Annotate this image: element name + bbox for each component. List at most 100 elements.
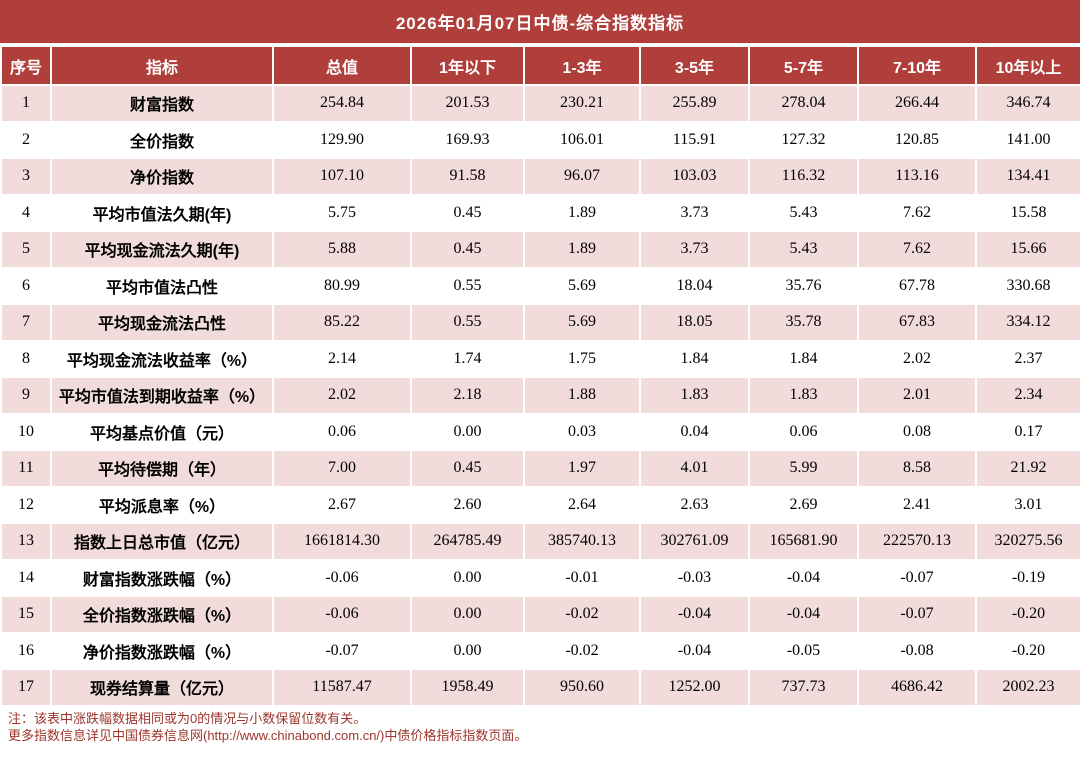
value-cell: 5.99 — [748, 449, 859, 488]
value-cell: 35.78 — [748, 303, 859, 342]
value-cell: 201.53 — [410, 84, 525, 123]
indicator-label: 财富指数 — [50, 84, 274, 123]
value-cell: 1.83 — [748, 376, 859, 415]
indicator-label: 净价指数涨跌幅（%） — [50, 631, 274, 670]
value-cell: 302761.09 — [639, 522, 750, 561]
value-cell: 2.02 — [272, 376, 412, 415]
row-index: 6 — [0, 266, 52, 305]
indicator-label: 平均市值法凸性 — [50, 266, 274, 305]
value-cell: 2.34 — [975, 376, 1080, 415]
value-cell: 5.69 — [523, 266, 641, 305]
value-cell: 2.01 — [857, 376, 977, 415]
value-cell: 4686.42 — [857, 668, 977, 707]
indicator-label: 财富指数涨跌幅（%） — [50, 558, 274, 597]
indicator-label: 平均待偿期（年） — [50, 449, 274, 488]
value-cell: -0.03 — [639, 558, 750, 597]
value-cell: 67.78 — [857, 266, 977, 305]
table-row: 10 平均基点价值（元） 0.06 0.00 0.03 0.04 0.06 0.08 0.17 — [0, 412, 1080, 451]
table-row: 15 全价指数涨跌幅（%） -0.06 0.00 -0.02 -0.04 -0.04 -0.0… — [0, 595, 1080, 634]
value-cell: -0.02 — [523, 631, 641, 670]
value-cell: 2.63 — [639, 485, 750, 524]
value-cell: -0.07 — [272, 631, 412, 670]
row-index: 11 — [0, 449, 52, 488]
value-cell: 737.73 — [748, 668, 859, 707]
value-cell: 1.75 — [523, 339, 641, 378]
value-cell: 8.58 — [857, 449, 977, 488]
indicator-label: 全价指数涨跌幅（%） — [50, 595, 274, 634]
row-index: 2 — [0, 120, 52, 159]
column-header: 序号 — [0, 45, 52, 86]
value-cell: 5.88 — [272, 230, 412, 269]
table-row: 4 平均市值法久期(年) 5.75 0.45 1.89 3.73 5.43 7.62 15.58 — [0, 193, 1080, 232]
value-cell: 2.69 — [748, 485, 859, 524]
table-row: 14 财富指数涨跌幅（%） -0.06 0.00 -0.01 -0.03 -0.04 -0.0… — [0, 558, 1080, 597]
value-cell: 2.14 — [272, 339, 412, 378]
value-cell: 0.00 — [410, 412, 525, 451]
column-header: 3-5年 — [639, 45, 750, 86]
value-cell: 0.55 — [410, 303, 525, 342]
table-header: 序号 指标 总值 1年以下 1-3年 3-5年 5-7年 7-10年 10年以上 — [0, 45, 1080, 86]
value-cell: 0.08 — [857, 412, 977, 451]
value-cell: 18.05 — [639, 303, 750, 342]
row-index: 15 — [0, 595, 52, 634]
value-cell: 0.17 — [975, 412, 1080, 451]
value-cell: 1.89 — [523, 230, 641, 269]
value-cell: 169.93 — [410, 120, 525, 159]
value-cell: 2.18 — [410, 376, 525, 415]
indicator-label: 平均基点价值（元） — [50, 412, 274, 451]
value-cell: 106.01 — [523, 120, 641, 159]
value-cell: 127.32 — [748, 120, 859, 159]
table-row: 8 平均现金流法收益率（%） 2.14 1.74 1.75 1.84 1.84 2.02 2.3… — [0, 339, 1080, 378]
value-cell: 230.21 — [523, 84, 641, 123]
value-cell: 254.84 — [272, 84, 412, 123]
indicator-label: 平均市值法久期(年) — [50, 193, 274, 232]
value-cell: -0.04 — [639, 631, 750, 670]
value-cell: 320275.56 — [975, 522, 1080, 561]
row-index: 7 — [0, 303, 52, 342]
value-cell: 2.37 — [975, 339, 1080, 378]
indicator-label: 平均现金流法收益率（%） — [50, 339, 274, 378]
footnote-source: 更多指数信息详见中国债券信息网(http://www.chinabond.com… — [8, 727, 528, 743]
value-cell: -0.07 — [857, 595, 977, 634]
row-index: 12 — [0, 485, 52, 524]
column-header: 1年以下 — [410, 45, 525, 86]
value-cell: 5.69 — [523, 303, 641, 342]
value-cell: 1958.49 — [410, 668, 525, 707]
table-row: 6 平均市值法凸性 80.99 0.55 5.69 18.04 35.76 67.78 330.… — [0, 266, 1080, 305]
value-cell: -0.20 — [975, 631, 1080, 670]
value-cell: 278.04 — [748, 84, 859, 123]
indicator-label: 平均现金流法凸性 — [50, 303, 274, 342]
value-cell: 0.04 — [639, 412, 750, 451]
value-cell: 3.73 — [639, 230, 750, 269]
value-cell: 255.89 — [639, 84, 750, 123]
value-cell: -0.19 — [975, 558, 1080, 597]
value-cell: 334.12 — [975, 303, 1080, 342]
value-cell: 266.44 — [857, 84, 977, 123]
indicator-label: 净价指数 — [50, 157, 274, 196]
table-row: 16 净价指数涨跌幅（%） -0.07 0.00 -0.02 -0.04 -0.05 -0.0… — [0, 631, 1080, 670]
value-cell: 0.00 — [410, 558, 525, 597]
value-cell: 5.75 — [272, 193, 412, 232]
value-cell: -0.01 — [523, 558, 641, 597]
indicator-label: 指数上日总市值（亿元） — [50, 522, 274, 561]
table-row: 3 净价指数 107.10 91.58 96.07 103.03 116.32 113.16 1… — [0, 157, 1080, 196]
value-cell: 1661814.30 — [272, 522, 412, 561]
value-cell: -0.06 — [272, 595, 412, 634]
value-cell: 0.55 — [410, 266, 525, 305]
value-cell: 7.62 — [857, 230, 977, 269]
value-cell: 2.67 — [272, 485, 412, 524]
value-cell: 222570.13 — [857, 522, 977, 561]
table-row: 9 平均市值法到期收益率（%） 2.02 2.18 1.88 1.83 1.83 2.01 2.… — [0, 376, 1080, 415]
value-cell: 165681.90 — [748, 522, 859, 561]
indicator-label: 现券结算量（亿元） — [50, 668, 274, 707]
value-cell: 1.83 — [639, 376, 750, 415]
value-cell: 1.97 — [523, 449, 641, 488]
row-index: 3 — [0, 157, 52, 196]
value-cell: 1.74 — [410, 339, 525, 378]
row-index: 16 — [0, 631, 52, 670]
value-cell: 96.07 — [523, 157, 641, 196]
value-cell: 141.00 — [975, 120, 1080, 159]
value-cell: 85.22 — [272, 303, 412, 342]
value-cell: 0.45 — [410, 230, 525, 269]
